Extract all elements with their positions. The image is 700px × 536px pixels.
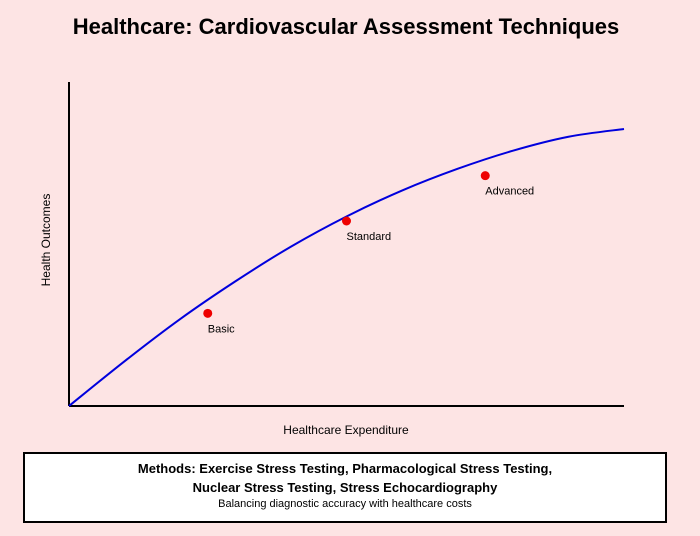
chart-title: Healthcare: Cardiovascular Assessment Te… <box>72 14 620 39</box>
data-point-standard <box>342 216 351 226</box>
methods-line-1: Methods: Exercise Stress Testing, Pharma… <box>137 461 553 476</box>
outcome-curve <box>68 127 625 407</box>
methods-line-2: Nuclear Stress Testing, Stress Echocardi… <box>192 480 498 495</box>
points-layer: Basic Standard Advanced <box>203 171 534 335</box>
chart-plot: Basic Standard Advanced Healthcare Expendi… <box>39 82 625 437</box>
data-point-basic <box>203 308 213 318</box>
data-point-advanced <box>480 171 490 181</box>
data-point-label-standard: Standard <box>347 231 392 243</box>
y-axis-label: Health Outcomes <box>39 194 53 287</box>
methods-info-box: Methods: Exercise Stress Testing, Pharma… <box>23 452 667 523</box>
x-axis-label: Healthcare Expenditure <box>283 423 409 437</box>
info-subtitle: Balancing diagnostic accuracy with healt… <box>218 498 472 510</box>
data-point-label-advanced: Advanced <box>485 186 534 198</box>
data-point-label-basic: Basic <box>208 323 235 335</box>
